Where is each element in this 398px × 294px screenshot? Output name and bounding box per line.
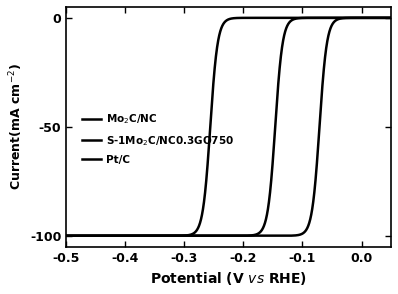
Mo$_2$C/NC — [259, 234, 263, 238]
S-1Mo$_2$C/NC0.3GO750 — [123, 234, 128, 238]
Mo$_2$C/NC — [123, 234, 128, 238]
S-1Mo$_2$C/NC0.3GO750 — [389, 16, 394, 20]
Line: S-1Mo$_2$C/NC0.3GO750: S-1Mo$_2$C/NC0.3GO750 — [66, 18, 391, 236]
Mo$_2$C/NC — [275, 234, 280, 238]
Pt/C — [64, 234, 69, 238]
Mo$_2$C/NC — [188, 234, 193, 238]
Mo$_2$C/NC — [64, 234, 69, 238]
Legend: Mo$_2$C/NC, S-1Mo$_2$C/NC0.3GO750, Pt/C: Mo$_2$C/NC, S-1Mo$_2$C/NC0.3GO750, Pt/C — [78, 108, 238, 169]
Pt/C — [306, 16, 311, 20]
S-1Mo$_2$C/NC0.3GO750 — [275, 92, 280, 95]
Mo$_2$C/NC — [331, 21, 336, 25]
Mo$_2$C/NC — [306, 223, 311, 227]
Pt/C — [348, 16, 353, 20]
Pt/C — [123, 234, 128, 238]
Line: Pt/C: Pt/C — [66, 18, 391, 236]
X-axis label: Potential (V $\it{vs}$ RHE): Potential (V $\it{vs}$ RHE) — [150, 270, 307, 287]
Pt/C — [188, 233, 193, 236]
S-1Mo$_2$C/NC0.3GO750 — [331, 16, 336, 20]
Pt/C — [275, 16, 280, 20]
Pt/C — [389, 16, 394, 20]
S-1Mo$_2$C/NC0.3GO750 — [306, 16, 311, 20]
S-1Mo$_2$C/NC0.3GO750 — [188, 234, 193, 238]
S-1Mo$_2$C/NC0.3GO750 — [259, 229, 263, 233]
Line: Mo$_2$C/NC: Mo$_2$C/NC — [66, 18, 391, 236]
Mo$_2$C/NC — [389, 16, 394, 20]
S-1Mo$_2$C/NC0.3GO750 — [64, 234, 69, 238]
Pt/C — [331, 16, 336, 20]
Y-axis label: Current(mA cm$^{-2}$): Current(mA cm$^{-2}$) — [7, 63, 25, 190]
Pt/C — [259, 16, 263, 20]
